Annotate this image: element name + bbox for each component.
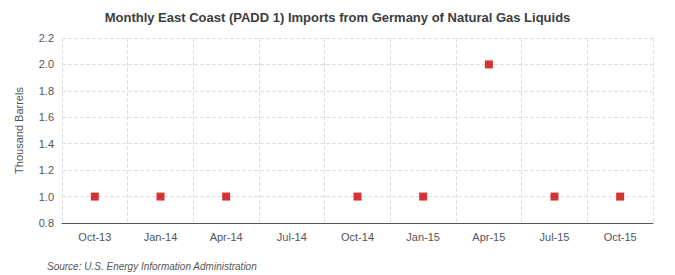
svg-text:Oct-13: Oct-13 [78, 231, 111, 243]
svg-text:Apr-15: Apr-15 [472, 231, 505, 243]
svg-text:0.8: 0.8 [39, 217, 54, 229]
svg-text:2.0: 2.0 [39, 58, 54, 70]
svg-text:Monthly East Coast (PADD 1) Im: Monthly East Coast (PADD 1) Imports from… [105, 10, 571, 25]
svg-text:1.0: 1.0 [39, 191, 54, 203]
svg-text:Jul-14: Jul-14 [277, 231, 307, 243]
svg-text:1.2: 1.2 [39, 164, 54, 176]
svg-text:Thousand Barrels: Thousand Barrels [13, 87, 25, 174]
svg-text:Oct-14: Oct-14 [341, 231, 374, 243]
svg-text:1.6: 1.6 [39, 111, 54, 123]
svg-text:2.2: 2.2 [39, 32, 54, 44]
svg-text:Apr-14: Apr-14 [210, 231, 243, 243]
svg-text:Jul-15: Jul-15 [540, 231, 570, 243]
svg-text:1.8: 1.8 [39, 85, 54, 97]
svg-text:Jan-14: Jan-14 [144, 231, 178, 243]
svg-text:Source: U.S. Energy Informatio: Source: U.S. Energy Information Administ… [47, 261, 257, 272]
svg-text:Jan-15: Jan-15 [406, 231, 440, 243]
svg-text:Oct-15: Oct-15 [604, 231, 637, 243]
svg-text:1.4: 1.4 [39, 138, 54, 150]
